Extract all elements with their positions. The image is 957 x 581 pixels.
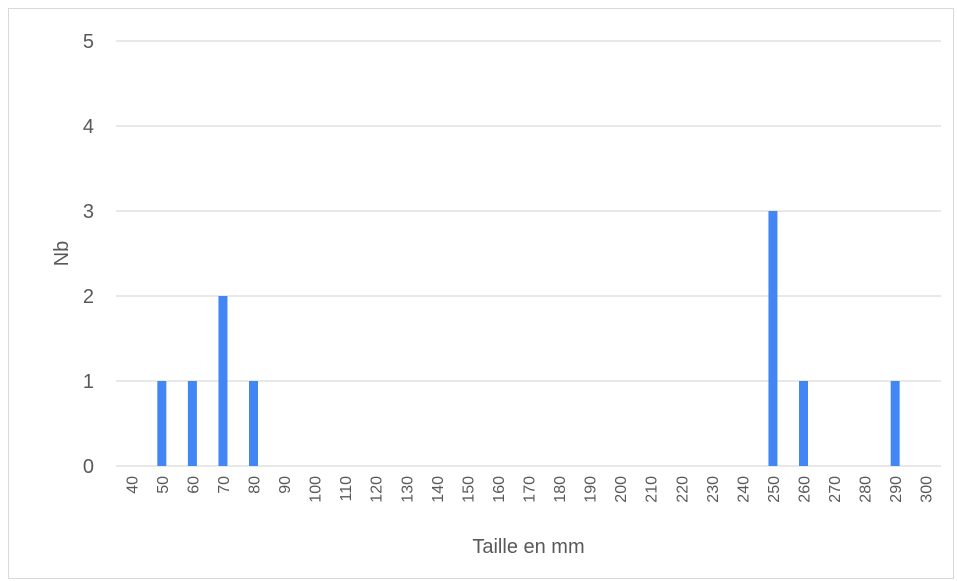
- bar-80: [249, 381, 258, 466]
- x-tick-label: 40: [124, 476, 141, 494]
- x-tick-label: 90: [277, 476, 294, 494]
- x-tick-label: 200: [613, 476, 630, 503]
- x-tick-label: 140: [430, 476, 447, 503]
- x-tick-label: 270: [827, 476, 844, 503]
- x-tick-label: 150: [460, 476, 477, 503]
- x-tick-label: 50: [155, 476, 172, 494]
- x-tick-label: 190: [583, 476, 600, 503]
- bar-60: [187, 381, 197, 466]
- x-tick-label: 300: [919, 476, 936, 503]
- x-tick-label: 240: [735, 476, 752, 503]
- y-axis-ticks: 0 1 2 3 4 5: [83, 31, 94, 478]
- bar-250: [768, 211, 778, 466]
- gridlines: [116, 40, 941, 467]
- x-tick-label: 220: [674, 476, 691, 503]
- x-axis-title: Taille en mm: [472, 536, 584, 558]
- x-tick-label: 160: [491, 476, 508, 503]
- chart-frame: [8, 8, 954, 579]
- x-tick-label: 60: [185, 476, 202, 494]
- bar-290: [890, 381, 900, 466]
- y-tick-label: 0: [83, 456, 94, 478]
- x-tick-label: 260: [797, 476, 814, 503]
- x-tick-label: 80: [247, 476, 264, 494]
- y-tick-label: 5: [83, 31, 94, 53]
- x-tick-label: 280: [858, 476, 875, 503]
- bar-series: [157, 211, 900, 466]
- x-tick-label: 100: [308, 476, 325, 503]
- x-tick-label: 120: [369, 476, 386, 503]
- y-tick-label: 4: [83, 116, 94, 138]
- bar-260: [799, 381, 808, 466]
- x-tick-label: 290: [888, 476, 905, 503]
- x-tick-label: 70: [216, 476, 233, 494]
- x-tick-label: 130: [399, 476, 416, 503]
- y-tick-label: 2: [83, 286, 94, 308]
- x-tick-label: 170: [522, 476, 539, 503]
- x-tick-label: 230: [705, 476, 722, 503]
- bar-50: [157, 381, 167, 466]
- bar-70: [218, 296, 228, 466]
- x-axis-ticks: 40 50 60 70 80 90 100 110 120 130 140 150 160 170 180 1…: [124, 476, 935, 503]
- y-tick-label: 1: [83, 371, 94, 393]
- x-tick-label: 210: [644, 476, 661, 503]
- x-tick-label: 110: [338, 476, 355, 502]
- x-tick-label: 180: [552, 476, 569, 503]
- y-tick-label: 3: [83, 201, 94, 223]
- y-axis-title: Nb: [51, 241, 73, 267]
- x-tick-label: 250: [766, 476, 783, 503]
